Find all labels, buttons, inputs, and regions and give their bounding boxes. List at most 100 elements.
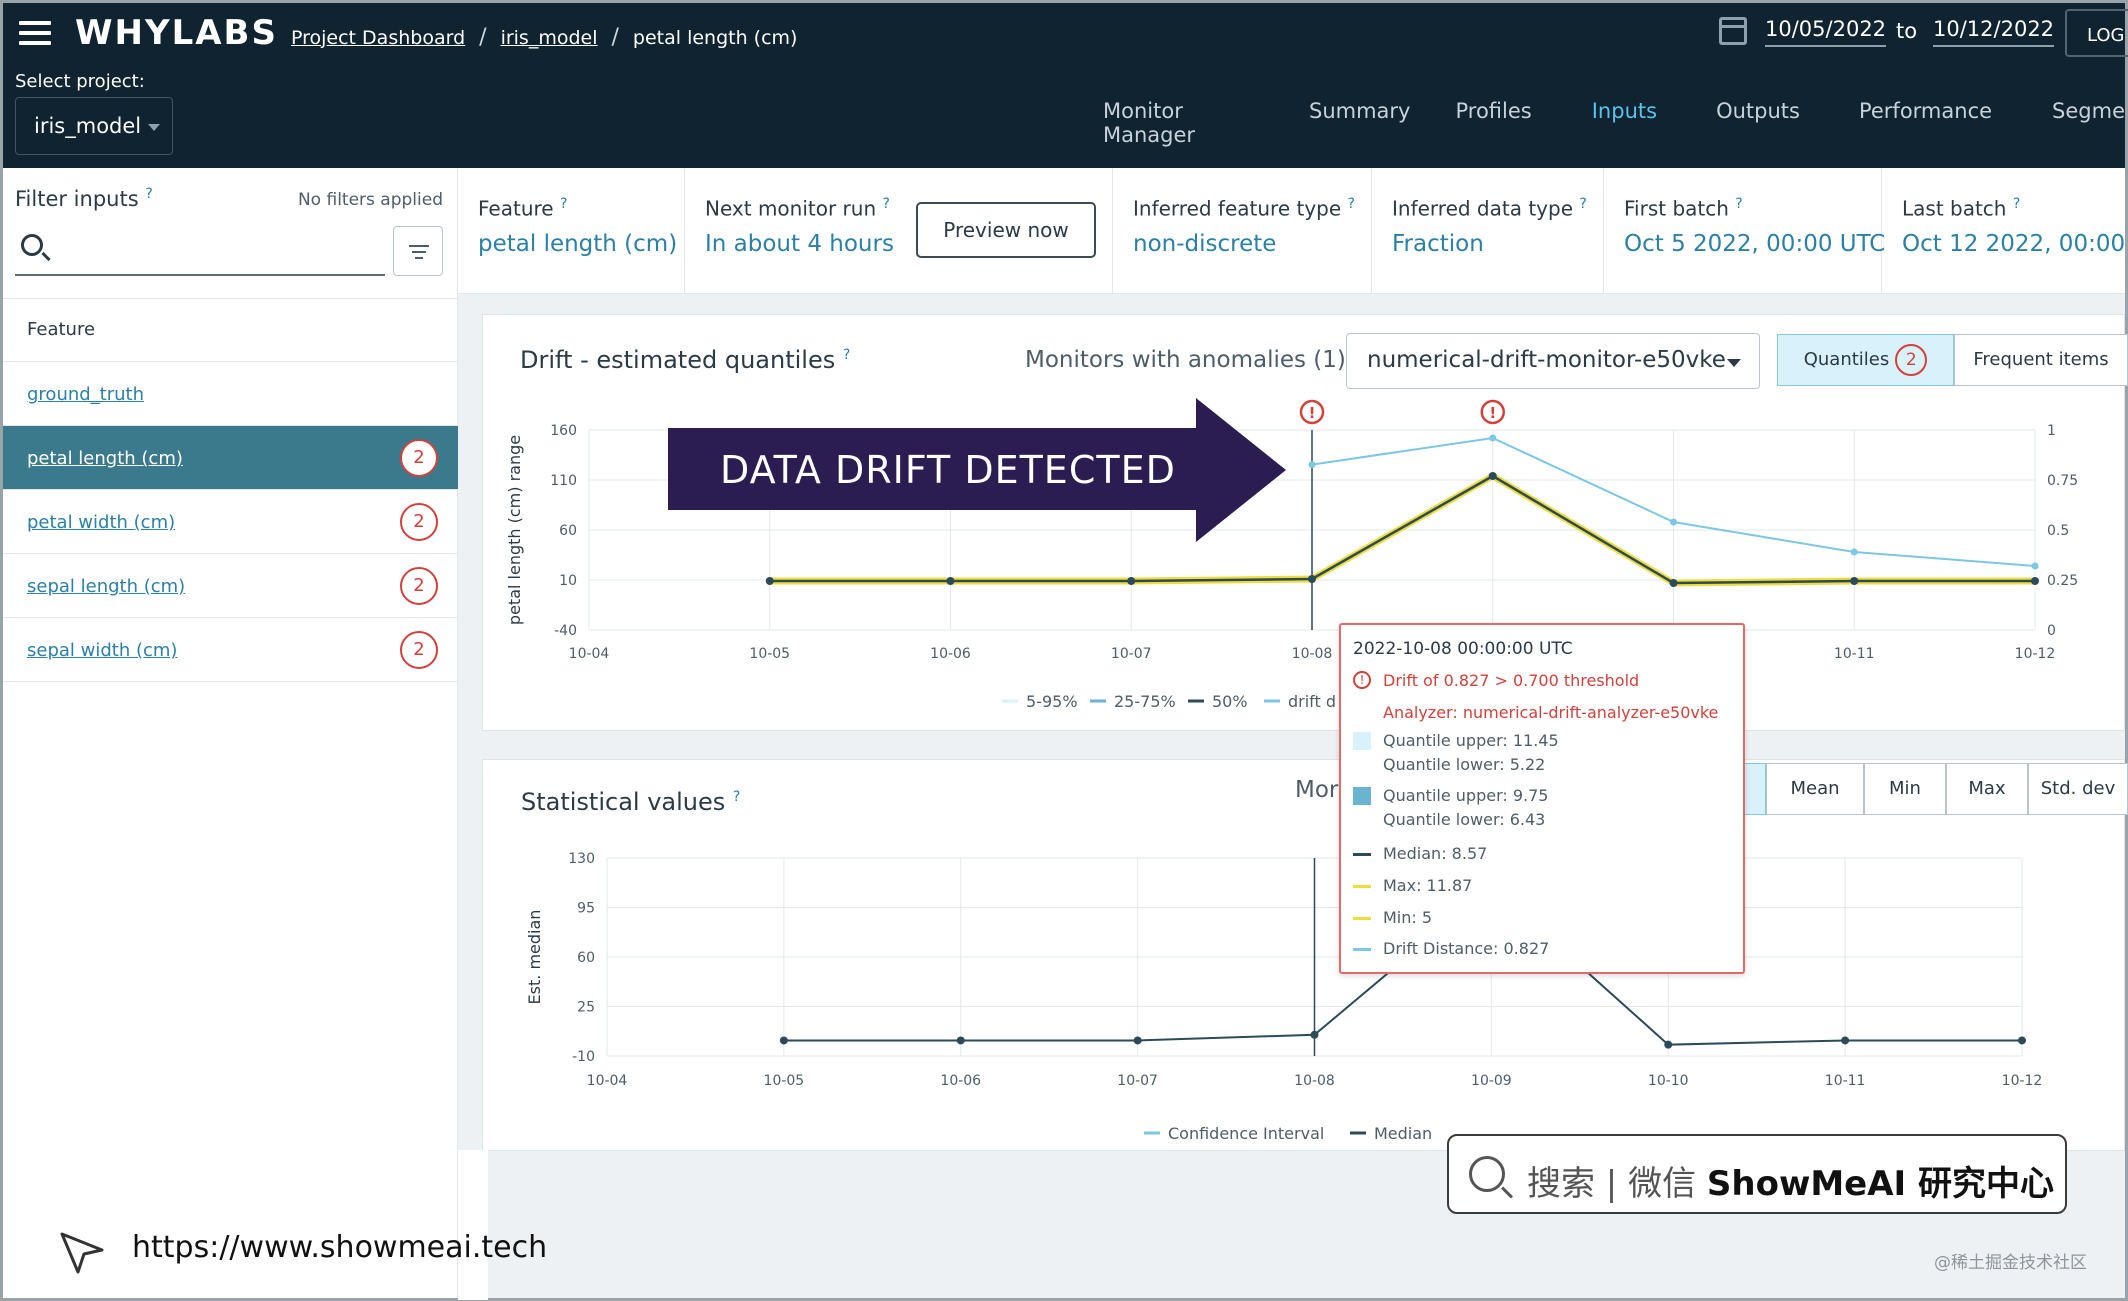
- date-from-input[interactable]: 10/05/2022: [1765, 17, 1887, 47]
- alert-icon: [1299, 399, 1325, 425]
- select-project-label: Select project:: [15, 71, 145, 92]
- stats-partial-label: Mor: [1295, 777, 1339, 803]
- feature-search-input[interactable]: [15, 226, 385, 276]
- help-icon[interactable]: ?: [559, 196, 568, 212]
- tab-outputs[interactable]: Outputs: [1716, 99, 1800, 123]
- drift-title-text: Drift - estimated quantiles: [520, 346, 836, 374]
- login-button[interactable]: LOG: [2065, 9, 2128, 57]
- help-icon[interactable]: ?: [1579, 196, 1587, 212]
- median-point: [1664, 1040, 1673, 1049]
- list-item[interactable]: sepal width (cm) 2: [3, 618, 458, 682]
- x-tick-label: 10-08: [1292, 646, 1333, 662]
- anomaly-count-badge: 2: [400, 567, 438, 605]
- swatch-25-75: [1353, 787, 1371, 805]
- max-line: [769, 472, 2035, 583]
- breadcrumb-model[interactable]: iris_model: [500, 26, 598, 49]
- date-to-input[interactable]: 10/12/2022: [1933, 17, 2055, 47]
- swatch-5-95: [1353, 732, 1371, 750]
- breadcrumb-separator: /: [611, 25, 619, 50]
- drift-point: [2031, 562, 2039, 570]
- median-point: [2018, 1036, 2026, 1045]
- tab-max[interactable]: Max: [1946, 763, 2028, 815]
- x-tick-label: 10-11: [1825, 1073, 1866, 1089]
- monitor-select[interactable]: numerical-drift-monitor-e50vke: [1346, 333, 1760, 389]
- breadcrumb: Project Dashboard / iris_model / petal l…: [291, 25, 797, 50]
- x-tick-label: 10-09: [1471, 1073, 1512, 1089]
- tab-min[interactable]: Min: [1864, 763, 1946, 815]
- help-icon[interactable]: ?: [842, 347, 851, 363]
- anomaly-count-badge: 2: [1895, 344, 1928, 376]
- filter-button[interactable]: [393, 226, 443, 276]
- breadcrumb-separator: /: [479, 25, 487, 50]
- preview-now-button[interactable]: Preview now: [916, 202, 1096, 258]
- whylabs-logo[interactable]: WHYLABS: [75, 13, 278, 53]
- y-tick-label: 10: [559, 573, 577, 589]
- anomaly-count-badge: 2: [400, 439, 438, 477]
- project-select-value: iris_model: [34, 114, 142, 138]
- tab-monitor-manager[interactable]: Monitor Manager: [1103, 99, 1196, 147]
- tooltip-drift-distance: Drift Distance: 0.827: [1383, 939, 1550, 958]
- tab-summary[interactable]: Summary: [1309, 99, 1411, 123]
- median-point: [1308, 575, 1316, 583]
- swatch-min: [1353, 917, 1371, 920]
- feature-name: sepal width (cm): [27, 640, 178, 661]
- median-point: [1841, 1036, 1850, 1045]
- cursor-icon: [60, 1232, 104, 1274]
- main-nav: Monitor Manager Summary Profiles Inputs …: [1103, 99, 2125, 172]
- help-icon[interactable]: ?: [1735, 196, 1743, 212]
- y-tick-label: -10: [572, 1049, 595, 1065]
- help-icon[interactable]: ?: [2012, 196, 2021, 212]
- tab-profiles[interactable]: Profiles: [1455, 99, 1532, 123]
- median-point: [956, 1036, 965, 1045]
- info-label: Inferred data type: [1392, 196, 1574, 221]
- drift-point: [1850, 548, 1858, 556]
- chevron-down-icon: [1727, 359, 1741, 367]
- info-label: Feature: [478, 196, 554, 221]
- list-item[interactable]: petal width (cm) 2: [3, 490, 458, 554]
- y-tick-label: 130: [568, 851, 595, 867]
- search-icon: [21, 234, 43, 256]
- stats-title-text: Statistical values: [521, 788, 726, 816]
- y-tick-label: 95: [577, 901, 595, 917]
- tooltip-q-upper-2: Quantile upper: 9.75: [1383, 786, 1549, 805]
- warning-icon: !: [1353, 671, 1371, 689]
- list-item[interactable]: ground_truth: [3, 362, 458, 426]
- tab-mean[interactable]: Mean: [1766, 763, 1864, 815]
- filter-inputs-label: Filter inputs: [15, 187, 139, 211]
- help-icon[interactable]: ?: [882, 196, 890, 212]
- watermark-box: 搜索 | 微信 ShowMeAI 研究中心: [1447, 1134, 2067, 1214]
- y2-tick-label: 0.25: [2047, 573, 2078, 589]
- feature-sidebar: Filter inputs ? No filters applied Featu…: [3, 168, 458, 1298]
- info-next-run: Next monitor run ? In about 4 hours: [685, 168, 1113, 294]
- monitor-select-value: numerical-drift-monitor-e50vke: [1367, 347, 1726, 373]
- list-item[interactable]: petal length (cm) 2: [3, 426, 458, 490]
- menu-icon[interactable]: [19, 21, 51, 47]
- stats-panel: [482, 759, 2125, 1151]
- banner-arrow: [1196, 398, 1286, 542]
- project-select[interactable]: iris_model: [15, 97, 173, 155]
- breadcrumb-project-dashboard[interactable]: Project Dashboard: [291, 26, 466, 49]
- y2-tick-label: 0: [2047, 623, 2056, 639]
- tab-segments[interactable]: Segme: [2052, 99, 2125, 123]
- tab-performance[interactable]: Performance: [1858, 99, 1993, 123]
- list-item[interactable]: sepal length (cm) 2: [3, 554, 458, 618]
- feature-column-header: Feature: [3, 298, 458, 362]
- swatch-max: [1353, 885, 1371, 888]
- alert-icon-mark: !: [1309, 404, 1316, 422]
- help-icon[interactable]: ?: [1347, 196, 1355, 212]
- y2-tick-label: 0.5: [2047, 523, 2069, 539]
- drift-point: [1670, 518, 1677, 526]
- frequent-items-toggle[interactable]: Frequent items: [1954, 334, 2128, 386]
- search-icon: [1469, 1156, 1505, 1192]
- tab-inputs[interactable]: Inputs: [1575, 99, 1674, 172]
- info-value: In about 4 hours: [705, 230, 894, 257]
- tab-std-dev[interactable]: Std. dev: [2028, 763, 2128, 815]
- quantiles-toggle[interactable]: Quantiles 2: [1777, 334, 1954, 386]
- median-point: [1669, 579, 1678, 587]
- info-last-batch: Last batch ? Oct 12 2022, 00:00 U: [1882, 168, 2125, 294]
- calendar-icon[interactable]: [1719, 17, 1747, 45]
- help-icon[interactable]: ?: [732, 789, 741, 805]
- median-point: [1310, 1030, 1319, 1039]
- help-icon[interactable]: ?: [145, 186, 153, 202]
- info-value: Fraction: [1392, 230, 1484, 257]
